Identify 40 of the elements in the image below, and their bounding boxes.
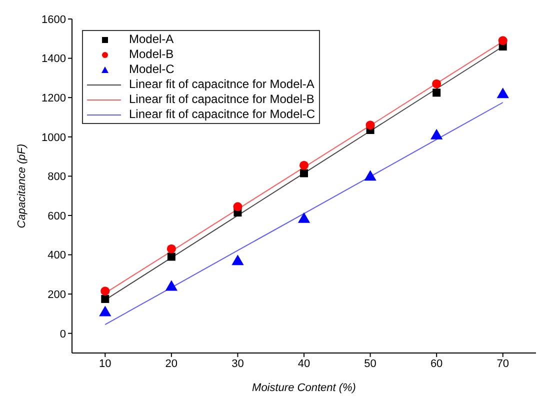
x-tick-label: 60 [430, 358, 443, 370]
y-tick-label: 400 [48, 250, 66, 262]
legend-label: Model-A [129, 32, 174, 46]
point [166, 244, 176, 254]
point [432, 88, 441, 97]
legend-label: Model-B [129, 47, 174, 61]
point [298, 212, 310, 223]
y-tick-label: 1000 [42, 132, 66, 144]
legend-label: Linear fit of capacitnce for Model-B [129, 92, 314, 106]
y-tick-label: 200 [48, 288, 66, 301]
point [99, 306, 112, 316]
legend-label: Linear fit of capacitnce for Model-A [129, 77, 314, 91]
x-tick-label: 10 [99, 358, 112, 370]
point [232, 254, 244, 266]
x-tick-label: 70 [496, 358, 509, 370]
point [498, 36, 508, 46]
y-tick-label: 1200 [42, 92, 66, 104]
y-tick-label: 0 [60, 328, 66, 340]
point [432, 79, 442, 88]
point [299, 160, 309, 170]
y-tick-label: 600 [48, 210, 66, 222]
y-tick-label: 1400 [42, 53, 66, 66]
point [165, 280, 178, 291]
y-tick-label: 1600 [42, 14, 66, 26]
legend-label: Model-C [129, 62, 174, 76]
point [101, 294, 110, 303]
x-tick-label: 30 [232, 358, 244, 370]
legend-label: Linear fit of capacitnce for Model-C [129, 107, 316, 121]
x-tick-label: 50 [364, 358, 376, 370]
point [233, 202, 242, 212]
y-axis-title: Capacitance (pF) [16, 143, 28, 228]
point [100, 286, 110, 296]
x-tick-label: 40 [298, 358, 310, 370]
point [364, 170, 376, 181]
x-tick-label: 20 [165, 358, 178, 370]
y-tick-label: 800 [48, 171, 66, 184]
x-axis-title: Moisture Content (%) [252, 382, 356, 394]
point [300, 169, 308, 178]
point [366, 120, 375, 130]
point [167, 252, 176, 261]
